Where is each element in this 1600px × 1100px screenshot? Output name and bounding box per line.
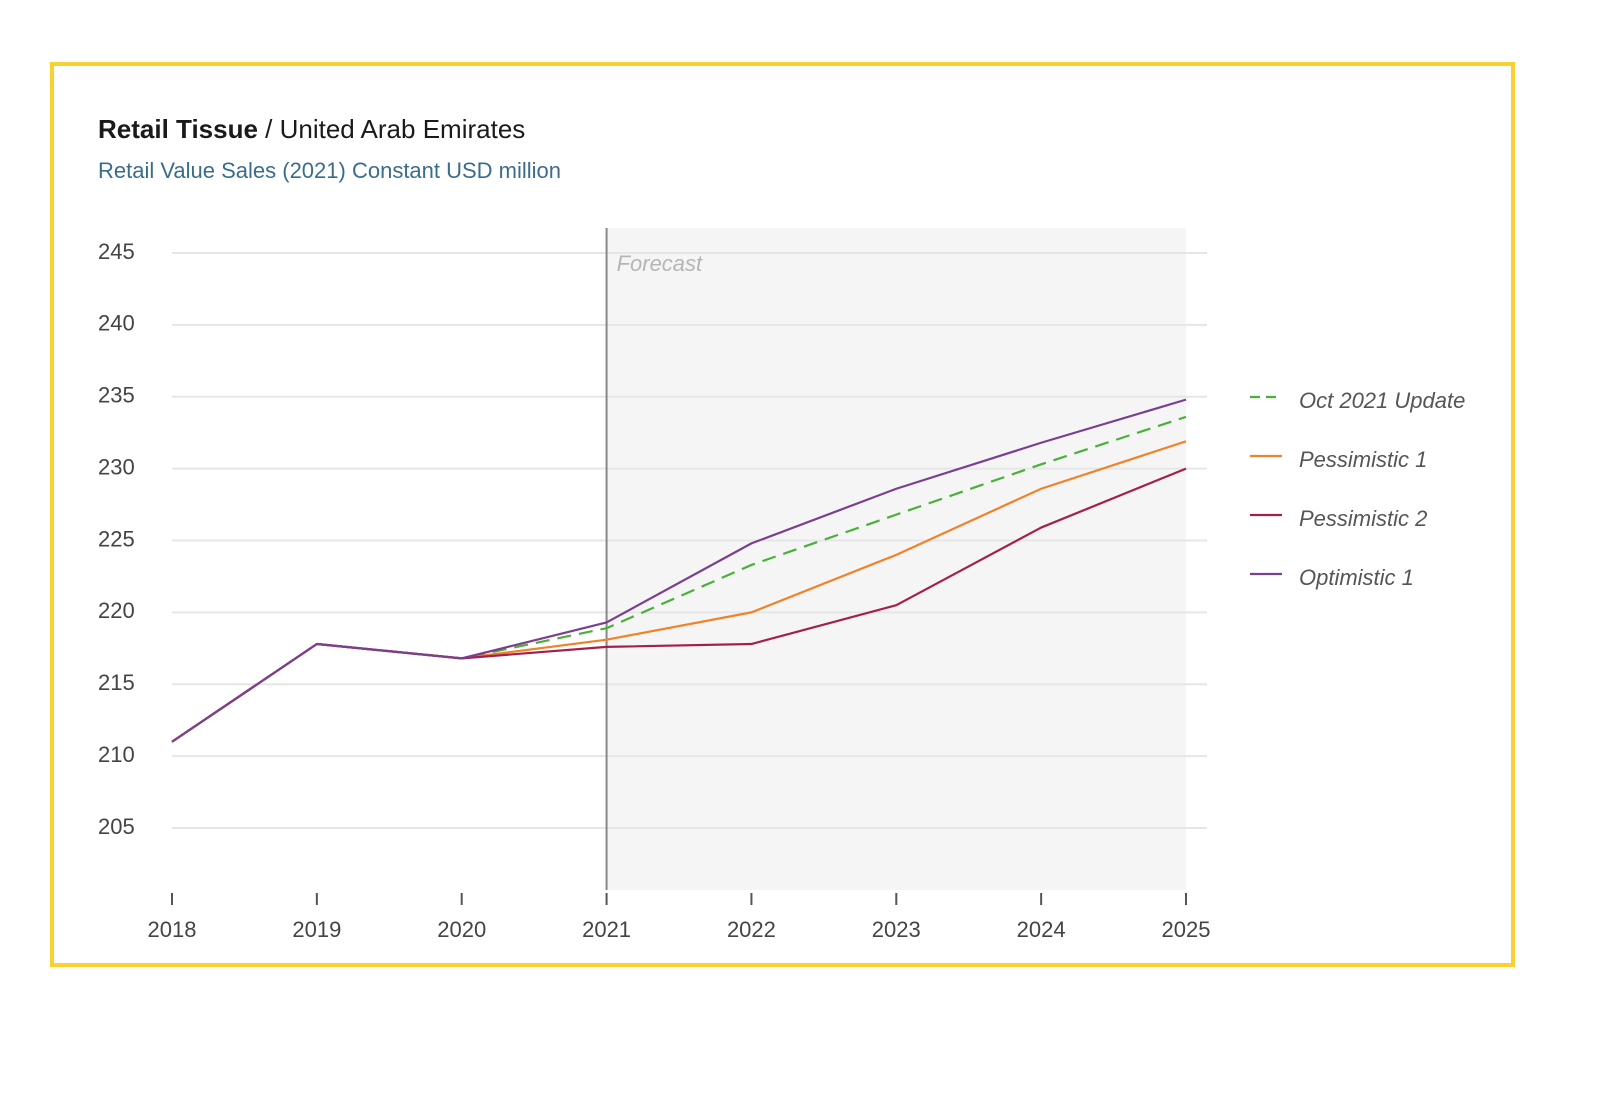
x-tick-label: 2023	[872, 917, 921, 942]
y-tick-label: 220	[98, 598, 135, 623]
y-tick-label: 245	[98, 239, 135, 264]
x-tick-label: 2020	[437, 917, 486, 942]
y-tick-label: 230	[98, 454, 135, 479]
y-tick-label: 205	[98, 814, 135, 839]
forecast-label: Forecast	[617, 251, 703, 276]
legend-label: Pessimistic 2	[1299, 506, 1427, 531]
legend-label: Oct 2021 Update	[1299, 388, 1465, 413]
x-tick-label: 2021	[582, 917, 631, 942]
x-tick-label: 2019	[292, 917, 341, 942]
legend-label: Pessimistic 1	[1299, 447, 1427, 472]
y-tick-label: 240	[98, 311, 135, 336]
title-category: Retail Tissue	[98, 114, 258, 144]
x-tick-label: 2018	[148, 917, 197, 942]
series-line-optimistic-1	[171, 398, 1187, 743]
y-tick-label: 210	[98, 742, 135, 767]
y-tick-label: 225	[98, 526, 135, 551]
y-tick-label: 215	[98, 670, 135, 695]
x-tick-label: 2024	[1017, 917, 1066, 942]
x-tick-label: 2022	[727, 917, 776, 942]
y-tick-label: 235	[98, 383, 135, 408]
chart-subtitle: Retail Value Sales (2021) Constant USD m…	[98, 158, 562, 183]
title-region: / United Arab Emirates	[257, 114, 526, 144]
x-tick-label: 2025	[1162, 917, 1211, 942]
forecast-region	[606, 228, 1186, 890]
chart-title: Retail Tissue / United Arab Emirates	[98, 114, 525, 145]
legend-label: Optimistic 1	[1299, 565, 1414, 590]
